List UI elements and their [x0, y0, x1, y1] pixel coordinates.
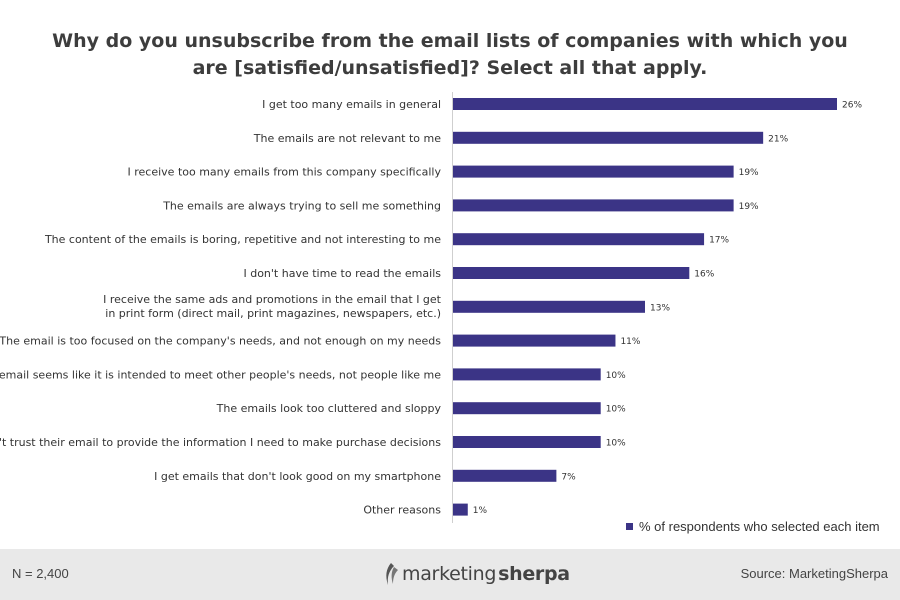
value-label: 13% [650, 303, 670, 313]
legend-label: % of respondents who selected each item [639, 518, 880, 534]
marketingsherpa-logo: marketing sherpa [382, 559, 570, 589]
value-label: 10% [606, 371, 626, 381]
category-label: Other reasons [363, 504, 441, 517]
category-label: The content of the emails is boring, rep… [44, 233, 441, 246]
category-label: The emails look too cluttered and sloppy [216, 402, 442, 415]
bar [453, 98, 837, 110]
category-label: The emails are not relevant to me [253, 132, 441, 145]
value-label: 19% [739, 168, 759, 178]
category-label: The email seems like it is intended to m… [0, 368, 441, 381]
bar [453, 469, 557, 482]
value-label: 16% [694, 270, 714, 280]
logo-text-sherpa: sherpa [498, 563, 570, 585]
logo-text-marketing: marketing [402, 563, 497, 585]
bar [453, 165, 734, 178]
sample-size: N = 2,400 [12, 566, 69, 581]
value-label: 10% [606, 405, 626, 415]
category-label: The email is too focused on the company'… [0, 335, 441, 348]
bar [453, 436, 601, 448]
bar [453, 503, 468, 516]
bar [453, 199, 734, 212]
bar [453, 334, 616, 347]
category-label: I receive too many emails from this comp… [128, 166, 442, 179]
bar [453, 300, 645, 313]
source-credit: Source: MarketingSherpa [740, 566, 888, 581]
category-label: The emails are always trying to sell me … [162, 199, 441, 212]
legend-swatch [626, 522, 633, 530]
legend: % of respondents who selected each item [626, 518, 880, 534]
bar [453, 368, 601, 381]
category-label: I get too many emails in general [262, 98, 441, 111]
bar [453, 267, 690, 279]
mountain-icon [386, 563, 398, 585]
bar [453, 233, 705, 246]
bar-chart: 26% I get too many emails in general 21% Th… [0, 92, 862, 523]
bars-group: 26% I get too many emails in general 21% Th… [0, 98, 862, 517]
value-label: 17% [709, 236, 729, 246]
value-label: 10% [606, 439, 626, 449]
value-label: 7% [561, 472, 576, 482]
value-label: 19% [739, 202, 759, 212]
value-label: 1% [473, 506, 488, 516]
footer-bar: N = 2,400 marketing sherpa Source: Market… [0, 549, 900, 600]
category-label: I receive the same ads and promotions in… [103, 293, 442, 320]
value-label: 21% [768, 134, 788, 144]
bar [453, 131, 764, 144]
value-label: 26% [842, 101, 862, 111]
category-label: I don't have time to read the emails [243, 267, 441, 280]
bar [453, 402, 601, 415]
chart-title: Why do you unsubscribe from the email li… [52, 30, 848, 79]
category-label: I don't trust their email to provide the… [0, 436, 441, 449]
category-label: I get emails that don't look good on my … [154, 470, 441, 483]
value-label: 11% [620, 337, 640, 347]
